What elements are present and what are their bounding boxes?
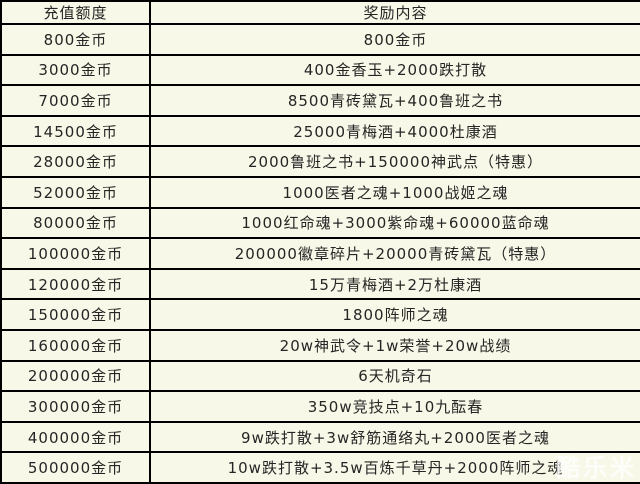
recharge-amount-cell: 28000金币	[0, 145, 151, 178]
reward-content-cell: 1000红命魂+3000紫命魂+60000蓝命魂	[149, 206, 640, 240]
recharge-amount-cell: 160000金币	[0, 328, 151, 362]
recharge-amount-cell: 500000金币	[0, 451, 151, 484]
reward-content-cell: 1800阵师之魂	[149, 298, 640, 331]
recharge-amount-cell: 800金币	[0, 23, 151, 56]
reward-content-cell: 10w跌打散+3.5w百炼千草丹+2000阵师之魂	[149, 451, 640, 484]
reward-content-cell: 200000徽章碎片+20000青砖黛瓦（特惠）	[149, 237, 640, 270]
reward-content-cell: 6天机奇石	[149, 359, 640, 393]
table-row: 28000金币 2000鲁班之书+150000神武点（特惠）	[0, 145, 640, 178]
recharge-amount-cell: 200000金币	[0, 359, 151, 393]
reward-content-cell: 800金币	[149, 23, 640, 56]
table-row: 120000金币 15万青梅酒+2万杜康酒	[0, 267, 640, 301]
reward-content-cell: 350w竞技点+10九酝春	[149, 390, 640, 423]
table-row: 400000金币 9w跌打散+3w舒筋通络丸+2000医者之魂	[0, 420, 640, 454]
table-row: 800金币 800金币	[0, 23, 640, 56]
reward-content-cell: 15万青梅酒+2万杜康酒	[149, 267, 640, 301]
recharge-amount-cell: 400000金币	[0, 420, 151, 454]
table-body: 800金币 800金币 3000金币 400金香玉+2000跌打散 7000金币 8500…	[0, 23, 640, 484]
recharge-amount-cell: 120000金币	[0, 267, 151, 301]
table-row: 3000金币 400金香玉+2000跌打散	[0, 53, 640, 87]
reward-content-cell: 9w跌打散+3w舒筋通络丸+2000医者之魂	[149, 420, 640, 454]
recharge-amount-cell: 3000金币	[0, 53, 151, 87]
table-row: 500000金币 10w跌打散+3.5w百炼千草丹+2000阵师之魂	[0, 451, 640, 484]
table-row: 14500金币 25000青梅酒+4000杜康酒	[0, 114, 640, 148]
table-row: 300000金币 350w竞技点+10九酝春	[0, 390, 640, 423]
header-row: 充值额度 奖励内容	[0, 0, 640, 25]
table-row: 80000金币 1000红命魂+3000紫命魂+60000蓝命魂	[0, 206, 640, 240]
table-row: 7000金币 8500青砖黛瓦+400鲁班之书	[0, 84, 640, 117]
recharge-amount-cell: 300000金币	[0, 390, 151, 423]
reward-content-cell: 20w神武令+1w荣誉+20w战绩	[149, 328, 640, 362]
reward-content-cell: 2000鲁班之书+150000神武点（特惠）	[149, 145, 640, 178]
recharge-amount-cell: 80000金币	[0, 206, 151, 240]
table-row: 200000金币 6天机奇石	[0, 359, 640, 393]
recharge-amount-cell: 14500金币	[0, 114, 151, 148]
reward-content-cell: 8500青砖黛瓦+400鲁班之书	[149, 84, 640, 117]
table-row: 52000金币 1000医者之魂+1000战姬之魂	[0, 175, 640, 209]
recharge-amount-cell: 100000金币	[0, 237, 151, 270]
recharge-amount-cell: 52000金币	[0, 175, 151, 209]
table-row: 100000金币 200000徽章碎片+20000青砖黛瓦（特惠）	[0, 237, 640, 270]
recharge-amount-cell: 7000金币	[0, 84, 151, 117]
reward-content-cell: 1000医者之魂+1000战姬之魂	[149, 175, 640, 209]
recharge-amount-cell: 150000金币	[0, 298, 151, 331]
table-row: 150000金币 1800阵师之魂	[0, 298, 640, 331]
reward-content-cell: 25000青梅酒+4000杜康酒	[149, 114, 640, 148]
header-recharge-amount: 充值额度	[0, 0, 151, 25]
reward-content-cell: 400金香玉+2000跌打散	[149, 53, 640, 87]
table-row: 160000金币 20w神武令+1w荣誉+20w战绩	[0, 328, 640, 362]
header-reward-content: 奖励内容	[149, 0, 640, 25]
